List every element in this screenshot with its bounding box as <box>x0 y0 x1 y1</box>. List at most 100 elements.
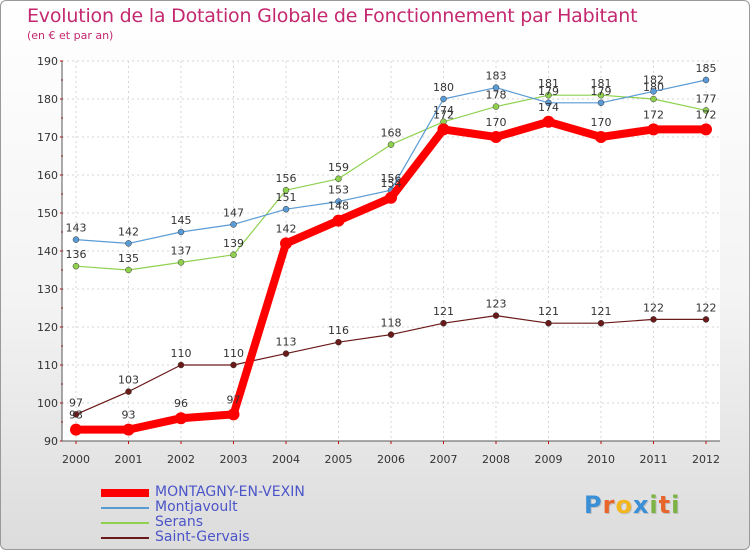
data-point <box>650 88 657 95</box>
y-tick-label: 140 <box>37 245 58 258</box>
data-point <box>125 266 132 274</box>
data-point <box>230 251 237 259</box>
data-label: 123 <box>486 298 507 311</box>
legend-item: Montjavoult <box>101 500 305 515</box>
logo-letter: i <box>649 491 659 519</box>
legend-label: Montjavoult <box>155 499 238 515</box>
y-tick-label: 160 <box>37 169 58 182</box>
data-label: 142 <box>118 225 139 238</box>
data-label: 177 <box>696 92 717 105</box>
data-label: 172 <box>696 108 717 121</box>
data-point <box>72 262 80 270</box>
legend-item: Saint-Gervais <box>101 530 305 545</box>
data-label: 170 <box>486 116 507 129</box>
data-point <box>545 91 552 99</box>
logo-letter: i <box>671 491 681 519</box>
data-label: 96 <box>174 397 188 410</box>
chart-legend: MONTAGNY-EN-VEXIN Montjavoult Serans Saint-… <box>101 485 305 545</box>
data-label: 116 <box>328 324 349 337</box>
data-label: 143 <box>66 222 87 235</box>
logo-letter: r <box>602 491 616 519</box>
data-point <box>177 228 185 236</box>
y-tick-label: 190 <box>37 55 58 68</box>
data-point <box>72 411 80 418</box>
data-point <box>335 198 342 205</box>
data-label: 156 <box>381 172 402 185</box>
y-tick-label: 150 <box>37 207 58 220</box>
data-label: 178 <box>486 89 507 102</box>
x-tick-label: 2011 <box>640 453 668 466</box>
data-point <box>335 175 342 183</box>
data-label: 179 <box>591 85 612 98</box>
data-label: 110 <box>171 347 192 360</box>
data-point <box>490 131 502 143</box>
x-tick-label: 2012 <box>692 453 720 466</box>
data-label: 170 <box>591 116 612 129</box>
data-point <box>597 99 605 107</box>
data-point <box>335 338 342 346</box>
data-point <box>595 131 607 143</box>
data-label: 122 <box>696 301 717 314</box>
data-label: 139 <box>223 237 244 250</box>
logo-letter: o <box>615 491 633 519</box>
data-point <box>542 115 555 128</box>
data-label: 121 <box>538 305 559 318</box>
data-point <box>282 205 290 213</box>
legend-item: MONTAGNY-EN-VEXIN <box>101 485 305 500</box>
data-label: 97 <box>69 396 83 409</box>
data-label: 147 <box>223 206 244 219</box>
data-label: 93 <box>122 409 136 422</box>
x-tick-label: 2001 <box>115 453 143 466</box>
data-label: 154 <box>381 177 402 190</box>
data-point <box>702 76 710 84</box>
data-point <box>385 191 397 204</box>
data-point <box>230 221 237 228</box>
chart-title: Evolution de la Dotation Globale de Fonc… <box>27 5 638 27</box>
legend-label: Serans <box>155 514 204 530</box>
logo-letter: P <box>584 491 603 519</box>
data-point <box>650 95 657 103</box>
data-label: 121 <box>591 305 612 318</box>
legend-label: Saint-Gervais <box>155 529 250 545</box>
x-tick-label: 2000 <box>62 453 90 466</box>
data-point <box>227 408 240 421</box>
data-label: 136 <box>66 248 87 261</box>
data-label: 121 <box>433 305 454 318</box>
data-label: 182 <box>643 73 664 86</box>
data-point <box>702 316 710 323</box>
data-point <box>177 259 185 266</box>
data-label: 172 <box>433 108 454 121</box>
data-point <box>332 214 345 227</box>
data-point <box>70 423 82 436</box>
logo-letter: x <box>632 491 650 519</box>
x-tick-label: 2008 <box>482 453 510 466</box>
data-label: 93 <box>69 409 83 422</box>
y-tick-label: 90 <box>44 435 58 448</box>
legend-item: Serans <box>101 515 305 530</box>
y-tick-label: 170 <box>37 131 58 144</box>
legend-swatch <box>101 536 149 539</box>
data-label: 156 <box>276 172 297 185</box>
data-point <box>700 123 712 136</box>
data-label: 148 <box>328 200 349 213</box>
data-label: 179 <box>538 85 559 98</box>
data-label: 145 <box>171 214 192 227</box>
y-tick-label: 130 <box>37 283 58 296</box>
data-point <box>492 312 500 319</box>
data-label: 183 <box>486 70 507 83</box>
data-point <box>280 237 292 250</box>
data-label: 97 <box>227 393 241 406</box>
logo-letter: t <box>658 491 672 519</box>
x-tick-label: 2002 <box>167 453 195 466</box>
data-label: 113 <box>276 336 297 349</box>
data-label: 168 <box>381 127 402 140</box>
x-tick-label: 2007 <box>430 453 458 466</box>
data-label: 135 <box>118 252 139 265</box>
data-point <box>175 412 187 425</box>
data-point <box>650 316 657 323</box>
data-label: 174 <box>538 101 559 114</box>
data-point <box>440 319 447 327</box>
data-point <box>230 361 237 369</box>
legend-swatch <box>101 521 149 524</box>
